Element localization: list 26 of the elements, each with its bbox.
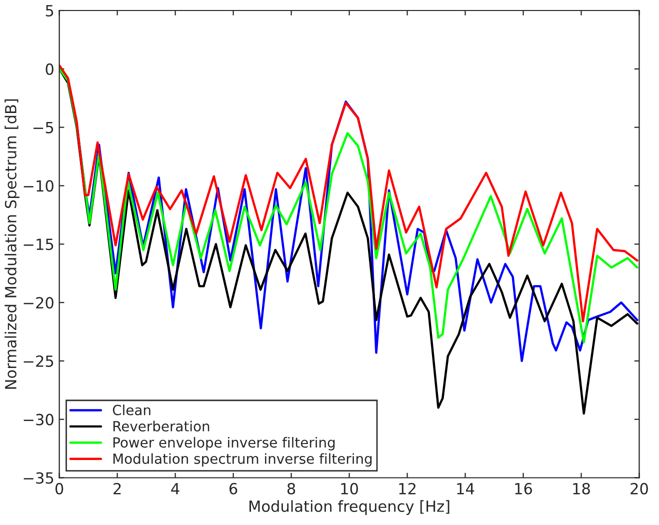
y-tick-label: 5: [46, 5, 54, 17]
y-tick-label: −35: [24, 472, 54, 484]
y-tick-label: −15: [24, 238, 54, 250]
legend-label: Power envelope inverse filtering: [113, 436, 335, 450]
legend-label: Modulation spectrum inverse filtering: [113, 453, 372, 467]
legend-label: Reverberation: [113, 420, 210, 432]
y-tick-label: −5: [34, 122, 54, 134]
legend-label: Clean: [112, 404, 150, 416]
x-tick-label: 0: [55, 482, 64, 494]
x-tick-label: 8: [287, 482, 296, 494]
y-tick-label: −10: [24, 180, 54, 192]
y-axis-title: Normalized Modulation Spectrum [dB]: [4, 99, 20, 389]
y-tick-label: −25: [24, 355, 54, 367]
x-tick-label: 12: [399, 482, 416, 494]
x-tick-label: 16: [515, 482, 532, 494]
y-tick-label: −20: [24, 296, 54, 309]
x-axis-title: Modulation frequency [Hz]: [249, 500, 450, 515]
x-tick-label: 2: [114, 482, 121, 494]
y-tick-label: 0: [46, 63, 54, 75]
x-tick-label: 18: [573, 482, 590, 494]
x-tick-label: 4: [171, 483, 180, 494]
y-tick-label: −30: [24, 414, 54, 426]
x-tick-label: 14: [457, 483, 474, 494]
x-tick-label: 6: [229, 482, 238, 494]
x-tick-label: 20: [630, 482, 648, 494]
x-tick-label: 10: [341, 482, 358, 494]
